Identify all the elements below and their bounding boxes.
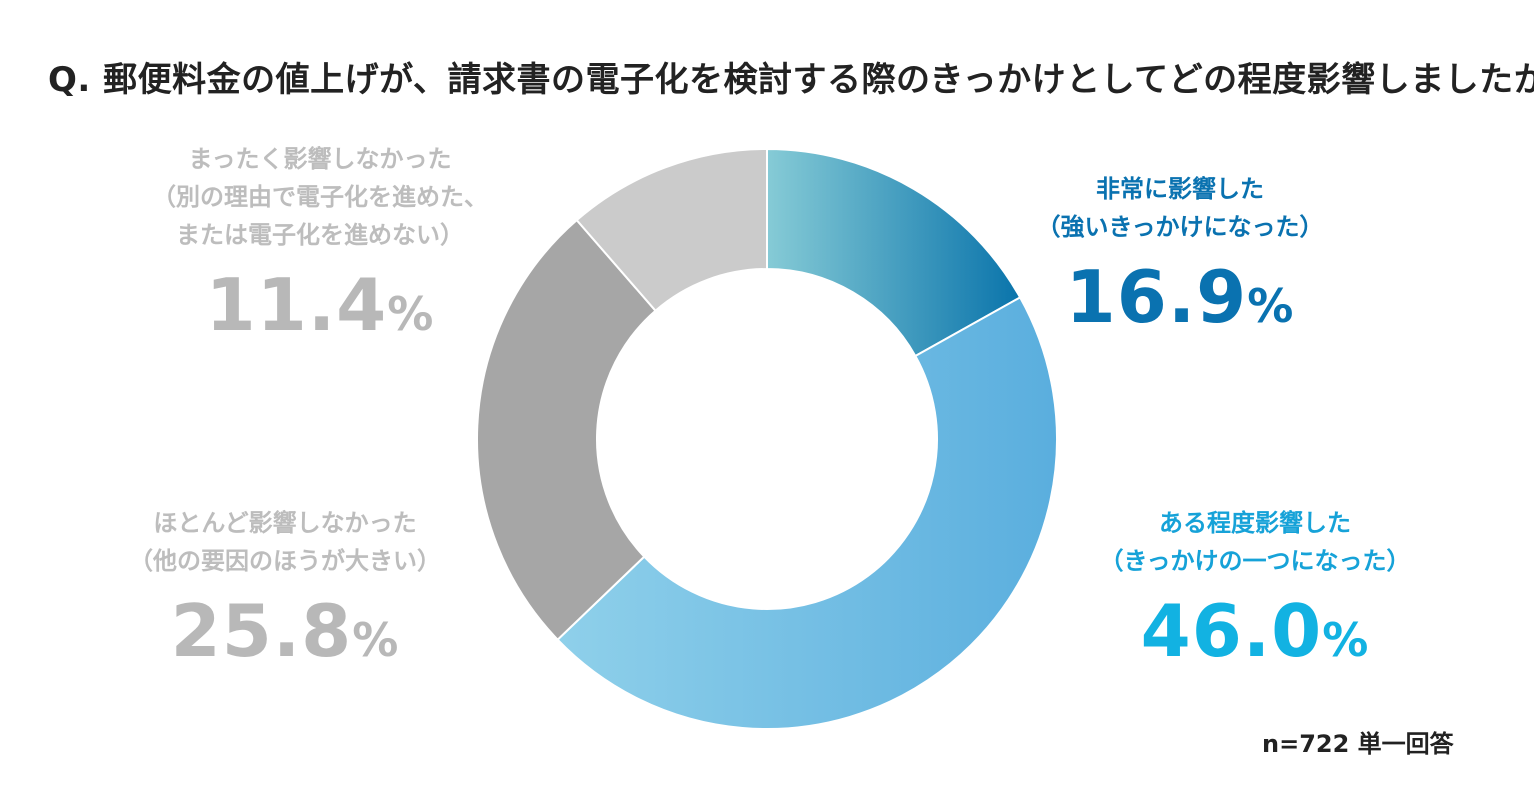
label-none-line2: （別の理由で電子化を進めた、 [152, 183, 488, 211]
label-little-percent: 25.8% [110, 586, 460, 685]
label-strong-percent: 16.9% [1030, 252, 1330, 351]
label-none-line3: または電子化を進めない） [176, 221, 464, 249]
label-little-line1: ほとんど影響しなかった [153, 509, 417, 537]
label-some-line1: ある程度影響した [1159, 509, 1351, 537]
slice-no-impact [575, 147, 768, 313]
label-little-impact: ほとんど影響しなかった （他の要因のほうが大きい） 25.8% [110, 504, 460, 685]
label-some-line2: （きっかけの一つになった） [1099, 547, 1411, 575]
label-none-value: 11.4 [205, 263, 388, 347]
label-strong-value: 16.9 [1065, 255, 1248, 339]
slice-strong-impact [766, 147, 1022, 358]
label-little-line2: （他の要因のほうが大きい） [129, 547, 441, 575]
label-none-line1: まったく影響しなかった [188, 145, 452, 173]
label-none-unit: % [387, 287, 435, 341]
slice-little-impact [476, 218, 657, 642]
slice-some-impact [556, 296, 1058, 730]
label-strong-unit: % [1247, 279, 1295, 333]
label-strong-line2: （強いきっかけになった） [1036, 213, 1324, 241]
label-none-percent: 11.4% [120, 260, 520, 359]
label-strong-line1: 非常に影響した [1096, 175, 1264, 203]
label-little-unit: % [352, 613, 400, 667]
label-some-impact: ある程度影響した （きっかけの一つになった） 46.0% [1095, 504, 1415, 685]
sample-size-note: n=722 単一回答 [1262, 730, 1454, 758]
label-strong-impact: 非常に影響した （強いきっかけになった） 16.9% [1030, 170, 1330, 351]
label-some-percent: 46.0% [1095, 586, 1415, 685]
chart-title: Q. 郵便料金の値上げが、請求書の電子化を検討する際のきっかけとしてどの程度影響… [48, 60, 1534, 100]
label-no-impact: まったく影響しなかった （別の理由で電子化を進めた、 または電子化を進めない） … [120, 140, 520, 359]
label-some-value: 46.0 [1140, 589, 1323, 673]
label-little-value: 25.8 [170, 589, 353, 673]
label-some-unit: % [1322, 613, 1370, 667]
